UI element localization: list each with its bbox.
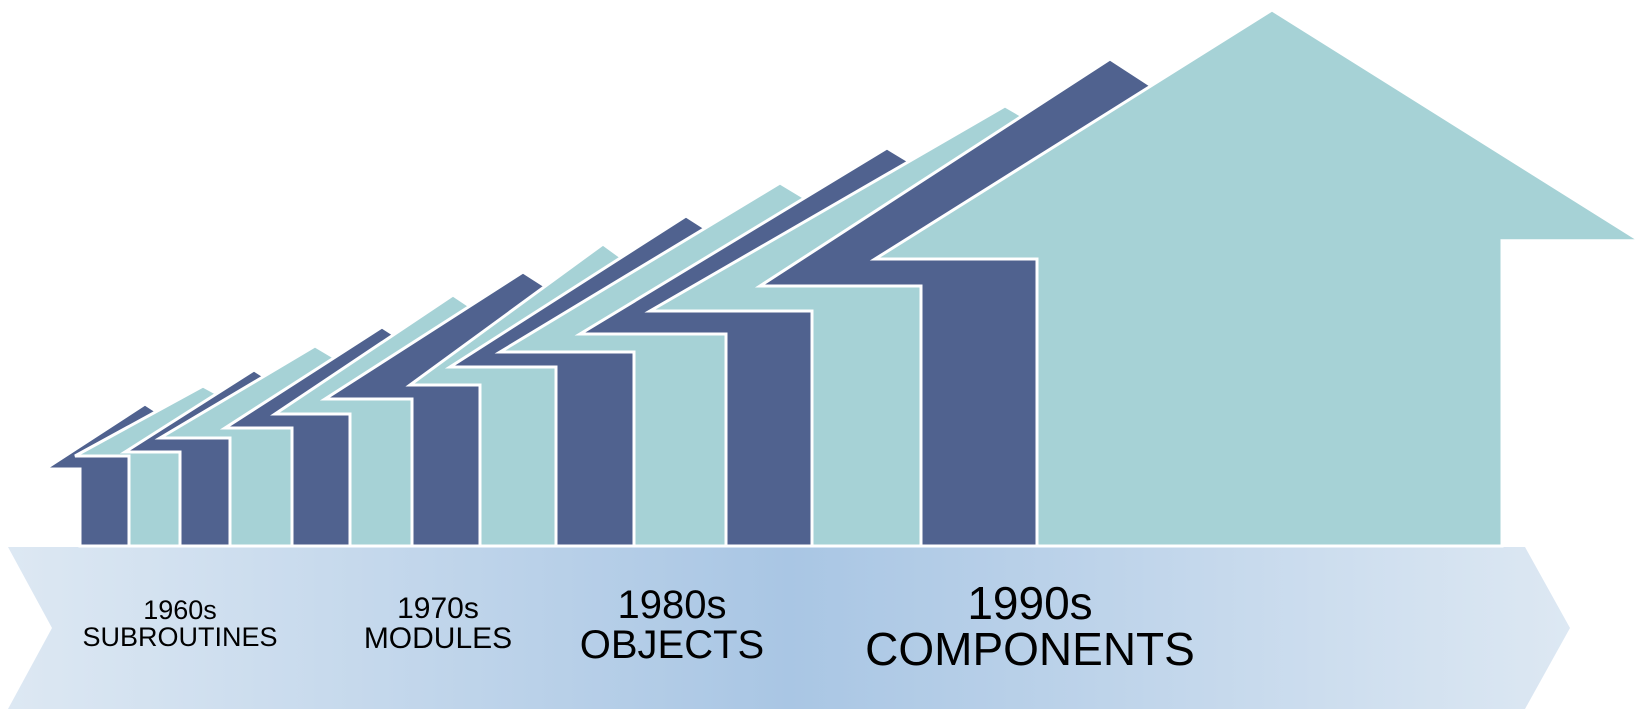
house-stack — [39, 8, 1640, 548]
era-decade: 1990s — [967, 577, 1093, 629]
era-label-1990s: 1990s COMPONENTS — [865, 580, 1195, 672]
era-name: SUBROUTINES — [82, 622, 278, 652]
house-shape-14 — [869, 8, 1640, 548]
era-name: OBJECTS — [579, 623, 765, 667]
era-name: COMPONENTS — [865, 623, 1195, 675]
era-label-1960s: 1960s SUBROUTINES — [82, 597, 277, 651]
timeline-arrow-band — [8, 547, 1570, 709]
era-decade: 1960s — [143, 595, 217, 625]
era-name: MODULES — [363, 622, 513, 655]
era-decade: 1970s — [397, 592, 479, 625]
era-label-1970s: 1970s MODULES — [364, 594, 512, 654]
era-label-1980s: 1980s OBJECTS — [580, 585, 764, 665]
era-decade: 1980s — [617, 583, 727, 627]
